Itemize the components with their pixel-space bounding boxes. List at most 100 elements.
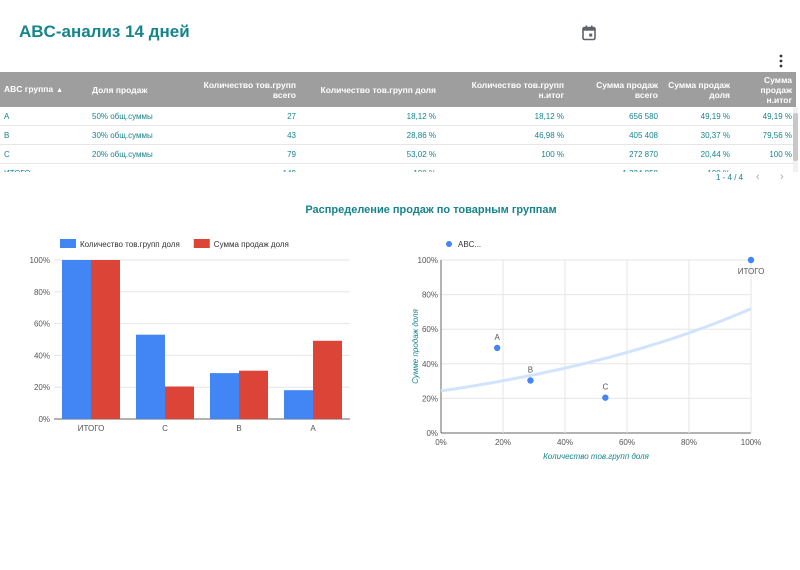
scatter-point[interactable]	[493, 344, 501, 352]
table-scrollbar[interactable]	[793, 107, 798, 172]
sort-ascending-icon[interactable]: ▲	[56, 86, 64, 94]
point-label: B	[528, 365, 533, 374]
table-cell: 28,86 %	[300, 125, 440, 145]
y-tick-label: 0%	[38, 415, 50, 424]
y-tick-label: 60%	[34, 320, 50, 329]
bar[interactable]	[62, 260, 91, 419]
table-cell: 20% общ.суммы	[88, 144, 186, 164]
y-tick-label: 80%	[422, 291, 438, 300]
x-tick-label: 40%	[557, 438, 573, 447]
x-tick-label: 20%	[495, 438, 511, 447]
x-axis-title: Количество тов.групп доля	[543, 452, 650, 461]
next-page-button[interactable]: ›	[780, 171, 784, 183]
kebab-menu-icon[interactable]	[778, 54, 784, 68]
x-tick-label: C	[162, 424, 168, 433]
column-header-sales-share[interactable]: Доля продаж	[92, 84, 148, 95]
point-label: A	[495, 333, 501, 342]
page-title: ABC-анализ 14 дней	[19, 22, 190, 41]
table-cell	[88, 163, 186, 172]
column-header-groups-share[interactable]: Количество тов.групп доля	[320, 84, 436, 95]
table-cell: 79,56 %	[734, 125, 796, 145]
section-title: Распределение продаж по товарным группам	[305, 204, 557, 216]
scatter-point[interactable]	[527, 377, 534, 384]
legend-label: Сумма продаж доля	[214, 240, 289, 249]
table-row: ИТОГО 149 100 % 1 334 858 100 %	[0, 163, 796, 172]
y-axis-title: Сумме продаж доля	[411, 308, 420, 383]
table-cell: 18,12 %	[440, 107, 568, 126]
previous-page-button[interactable]: ‹	[756, 171, 760, 183]
column-header-abc-group[interactable]: ABC группа ▲	[4, 83, 64, 94]
table-row: C 20% общ.суммы 79 53,02 % 100 % 272 870…	[0, 144, 796, 164]
x-tick-label: ИТОГО	[78, 424, 105, 433]
y-tick-label: 40%	[34, 351, 50, 360]
table-cell: 100 %	[662, 163, 734, 172]
y-tick-label: 40%	[422, 360, 438, 369]
bar[interactable]	[313, 340, 342, 419]
point-label: ИТОГО	[738, 267, 765, 276]
trendline	[440, 307, 752, 393]
table-cell: 656 580	[568, 107, 662, 126]
scatter-point[interactable]	[747, 256, 755, 264]
bar[interactable]	[136, 334, 165, 419]
table-cell: 405 408	[568, 125, 662, 145]
table-row: B 30% общ.суммы 43 28,86 % 46,98 % 405 4…	[0, 125, 796, 145]
column-header-groups-cumulative[interactable]: Количество тов.групп н.итог	[471, 79, 564, 100]
y-tick-label: 80%	[34, 288, 50, 297]
bar[interactable]	[91, 260, 120, 419]
table-cell: 149	[186, 163, 300, 172]
bar-chart: Количество тов.групп доля Сумма продаж до…	[30, 239, 350, 433]
table-cell: C	[0, 144, 88, 164]
table-cell: 53,02 %	[300, 144, 440, 164]
table-cell: 30,37 %	[662, 125, 734, 145]
x-tick-label: 60%	[619, 438, 635, 447]
column-header-groups-total[interactable]: Количество тов.групп всего	[203, 79, 296, 100]
bar[interactable]	[210, 373, 239, 419]
y-tick-label: 60%	[422, 325, 438, 334]
legend-label: ABC...	[458, 240, 481, 249]
column-header-sales-share-pct[interactable]: Сумма продаж доля	[668, 79, 730, 100]
x-tick-label: B	[236, 424, 241, 433]
table-cell: 100 %	[300, 163, 440, 172]
scatter-point[interactable]	[602, 394, 609, 401]
scrollbar-thumb[interactable]	[793, 113, 798, 161]
table-row: A 50% общ.суммы 27 18,12 % 18,12 % 656 5…	[0, 107, 796, 126]
x-tick-label: A	[310, 424, 316, 433]
table-cell: A	[0, 107, 88, 126]
y-tick-label: 20%	[34, 383, 50, 392]
x-tick-label: 80%	[681, 438, 697, 447]
table-cell: 27	[186, 107, 300, 126]
column-header-sales-cumulative[interactable]: Сумма продаж н.итог	[760, 74, 792, 105]
point-label: C	[602, 383, 608, 392]
table-cell: 100 %	[734, 144, 796, 164]
y-tick-label: 20%	[422, 394, 438, 403]
x-tick-label: 0%	[435, 438, 447, 447]
page-info: 1 - 4 / 4	[716, 173, 744, 182]
table-cell: 20,44 %	[662, 144, 734, 164]
bar[interactable]	[165, 386, 194, 419]
legend-label: Количество тов.групп доля	[80, 240, 180, 249]
table-cell: 272 870	[568, 144, 662, 164]
y-tick-label: 100%	[30, 256, 50, 265]
column-header-sales-total[interactable]: Сумма продаж всего	[596, 79, 658, 100]
scatter-chart: ABC... A B C ИТОГО 0% 20% 40% 60% 80% 100% 0% 20% 4…	[411, 240, 765, 461]
table-cell: ИТОГО	[0, 163, 88, 172]
table-cell: 50% общ.суммы	[88, 107, 186, 126]
table-cell: 30% общ.суммы	[88, 125, 186, 145]
table-cell: 49,19 %	[734, 107, 796, 126]
table-pagination: 1 - 4 / 4 ‹ ›	[0, 171, 800, 186]
y-tick-label: 0%	[426, 429, 438, 438]
abc-table: ABC группа ▲ Доля продаж Количество тов.г…	[0, 72, 800, 172]
bar[interactable]	[239, 370, 268, 419]
x-tick-label: 100%	[741, 438, 761, 447]
calendar-icon[interactable]	[582, 25, 596, 41]
bar[interactable]	[284, 390, 313, 419]
table-header-row: ABC группа ▲ Доля продаж Количество тов.г…	[0, 72, 796, 107]
y-tick-label: 100%	[418, 256, 438, 265]
table-cell: 43	[186, 125, 300, 145]
table-cell: 100 %	[440, 144, 568, 164]
table-cell	[440, 163, 568, 172]
table-cell: 79	[186, 144, 300, 164]
table-cell: 49,19 %	[662, 107, 734, 126]
table-cell	[734, 163, 796, 172]
table-cell: 1 334 858	[568, 163, 662, 172]
